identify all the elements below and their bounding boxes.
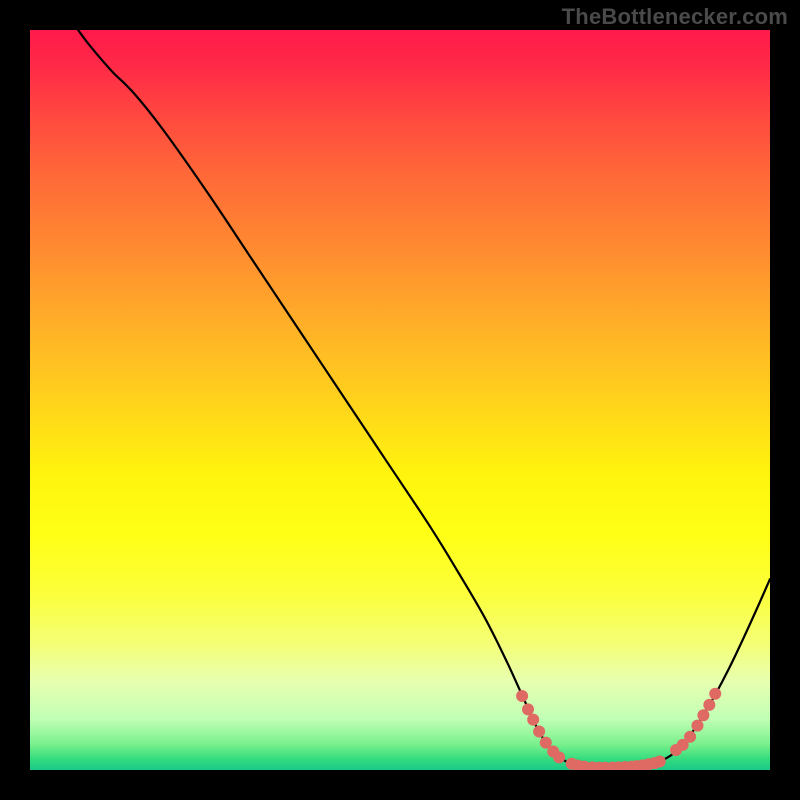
data-marker xyxy=(709,688,721,700)
data-marker xyxy=(533,726,545,738)
data-marker xyxy=(697,709,709,721)
gradient-background xyxy=(30,30,770,770)
chart-frame: TheBottlenecker.com xyxy=(0,0,800,800)
data-marker xyxy=(516,690,528,702)
data-marker xyxy=(527,714,539,726)
data-marker xyxy=(684,731,696,743)
data-marker xyxy=(522,703,534,715)
attribution-label: TheBottlenecker.com xyxy=(562,4,788,30)
plot-area xyxy=(30,30,770,770)
data-marker xyxy=(691,720,703,732)
data-marker xyxy=(654,755,666,767)
gradient-line-chart xyxy=(30,30,770,770)
data-marker xyxy=(553,751,565,763)
data-marker xyxy=(703,699,715,711)
